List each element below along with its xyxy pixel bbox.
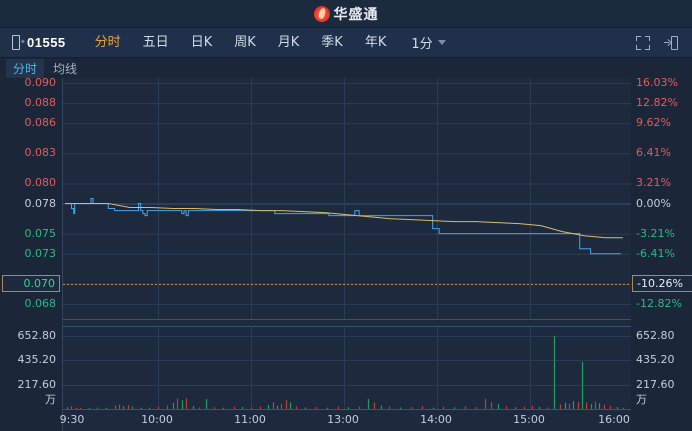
tab-month-k[interactable]: 月K [277,34,300,50]
volume-tick-label: 217.60 [17,377,57,391]
brand-bar: 华盛通 [0,0,692,28]
chevron-down-icon [437,40,446,45]
subtab-junxian[interactable]: 均线 [53,61,78,76]
tab-day-k[interactable]: 日K [190,34,213,50]
time-axis: 9:30 10:00 11:00 13:00 14:00 15:00 16:00 [0,409,692,431]
percent-tick-label: 0.00% [636,196,671,210]
flame-icon [313,5,330,22]
percent-tick-label: -6.41% [636,246,675,260]
chart-plot[interactable] [62,78,631,431]
last-change-badge-right: -10.26% [632,275,692,293]
volume-unit-left: 万 [45,393,56,406]
time-tick-label: 10:00 [141,413,173,426]
time-tick-label: 14:00 [420,413,452,426]
time-tick-label: 13:00 [327,413,359,426]
price-tick-label: 0.073 [24,246,57,260]
sub-tabs: 分时 均线 [0,58,692,78]
expand-fullscreen-icon[interactable] [636,35,650,50]
price-tick-label: 0.086 [24,116,57,130]
tab-fenshi[interactable]: 分时 [94,34,121,50]
stock-code: 01555 [27,35,66,50]
price-tick-label: 0.090 [24,76,57,90]
volume-tick-label: 435.20 [17,353,57,367]
time-tick-label: 9:30 [59,413,85,426]
volume-tick-label: 652.80 [636,328,675,342]
last-price-badge-left: 0.070 [2,275,60,293]
price-tick-label: 0.080 [24,176,57,190]
brand-name: 华盛通 [333,6,379,23]
toolbar-left: ✴ 01555 分时 五日 日K 周K 月K 季K 年K 1分 [0,28,446,58]
collapse-panel-icon[interactable] [664,35,678,50]
price-tick-label: 0.068 [24,296,57,310]
percent-tick-label: 12.82% [636,96,678,110]
tab-week-k[interactable]: 周K [234,34,256,50]
price-tick-label: 0.088 [24,96,57,110]
price-axis-left: 0.090 0.088 0.086 0.083 0.080 0.078 0.075 0.073… [0,76,62,431]
tab-quarter-k[interactable]: 季K [321,34,343,50]
volume-unit-right: 万 [636,393,647,406]
percent-tick-label: 3.21% [636,176,671,190]
price-tick-label: 0.075 [24,226,57,240]
percent-tick-label: 16.03% [636,76,678,90]
time-tick-label: 11:00 [234,413,266,426]
period-label: 1分 [411,37,433,52]
percent-tick-label: 9.62% [636,116,671,130]
volume-tick-label: 217.60 [636,377,675,391]
time-tick-label: 15:00 [513,413,545,426]
volume-tick-label: 435.20 [636,353,675,367]
price-tick-label: 0.083 [24,146,57,160]
time-tick-label: 16:00 [598,413,630,426]
percent-tick-label: -12.82% [636,296,682,310]
brand-logo: 华盛通 [313,4,379,24]
price-tick-label: 0.078 [24,196,57,210]
toolbar-right [636,35,692,50]
stock-badge-icon: ✴ [12,35,26,50]
volume-tick-label: 652.80 [17,328,57,342]
period-selector[interactable]: 1分 [411,33,446,52]
price-axis-right: 16.03% 12.82% 9.62% 6.41% 3.21% 0.00% -3.21% -6… [630,76,692,431]
percent-tick-label: 6.41% [636,146,671,160]
percent-tick-label: -3.21% [636,226,675,240]
tab-wuri[interactable]: 五日 [142,34,169,50]
tab-year-k[interactable]: 年K [364,34,387,50]
toolbar: ✴ 01555 分时 五日 日K 周K 月K 季K 年K 1分 [0,28,692,58]
chart-area: 0.090 0.088 0.086 0.083 0.080 0.078 0.075 0.073… [0,76,692,431]
subtab-fenshi[interactable]: 分时 [6,58,45,78]
